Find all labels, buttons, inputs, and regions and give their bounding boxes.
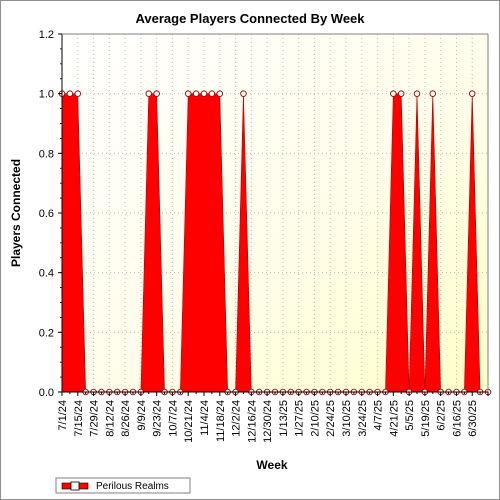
- data-point: [429, 90, 437, 97]
- x-tick-label: 7/15/24: [73, 400, 85, 437]
- data-point: [208, 90, 216, 97]
- x-tick-label: 4/21/25: [388, 400, 400, 437]
- x-tick-label: 12/2/24: [231, 400, 243, 437]
- x-tick-label: 3/24/25: [357, 400, 369, 437]
- x-tick-label: 5/5/25: [404, 400, 416, 431]
- data-point: [200, 90, 208, 97]
- x-tick-label: 2/10/25: [309, 400, 321, 437]
- data-point: [145, 90, 153, 97]
- x-tick-label: 10/21/24: [183, 400, 195, 443]
- x-tick-label: 11/4/24: [199, 400, 211, 436]
- x-axis: 7/1/24 7/15/24 7/29/24 8/12/24 8/26/24 9/9/24…: [57, 391, 489, 443]
- x-tick-label: 9/9/24: [136, 400, 148, 431]
- x-tick-label: 3/10/25: [341, 400, 353, 437]
- x-tick-label: 6/2/25: [436, 400, 448, 431]
- y-axis-label: Players Connected: [9, 159, 23, 267]
- x-tick-label: 8/12/24: [104, 400, 116, 437]
- x-tick-label: 2/24/25: [325, 400, 337, 437]
- y-tick-label: 0.2: [39, 327, 54, 339]
- data-point: [397, 90, 405, 97]
- x-tick-label: 1/13/25: [278, 400, 290, 437]
- x-tick-label: 10/7/24: [167, 400, 179, 437]
- y-tick-label: 0.6: [39, 208, 54, 220]
- x-tick-label: 1/27/25: [294, 400, 306, 437]
- chart-title: Average Players Connected By Week: [135, 11, 365, 26]
- data-point: [184, 90, 192, 97]
- x-tick-label: 11/18/24: [215, 400, 227, 442]
- legend-marker: [70, 481, 80, 491]
- y-tick-label: 0.4: [39, 268, 54, 280]
- data-point: [468, 90, 476, 97]
- legend-label: Perilous Realms: [96, 481, 169, 492]
- data-point: [240, 90, 247, 97]
- data-point: [74, 90, 82, 97]
- data-point: [153, 90, 160, 97]
- x-tick-label: 8/26/24: [120, 400, 132, 437]
- x-tick-label: 4/7/25: [373, 400, 385, 431]
- y-tick-label: 1.0: [39, 89, 54, 101]
- x-tick-label: 12/30/24: [262, 400, 274, 443]
- x-tick-label: 6/16/25: [451, 400, 463, 437]
- y-axis: 0.0 0.2 0.4 0.6 0.8 1.0 1.2: [39, 29, 489, 399]
- data-point: [192, 90, 200, 97]
- data-point: [413, 90, 421, 97]
- x-tick-label: 7/29/24: [89, 400, 101, 437]
- x-tick-label: 7/1/24: [57, 400, 69, 431]
- x-tick-label: 5/19/25: [420, 400, 432, 437]
- x-tick-label: 6/30/25: [467, 400, 479, 437]
- x-axis-label: Week: [256, 458, 287, 472]
- legend-box: [55, 477, 191, 494]
- x-tick-label: 12/16/24: [246, 400, 258, 443]
- legend: Perilous Realms: [55, 477, 191, 494]
- y-tick-label: 0.0: [39, 387, 54, 399]
- x-tick-label: 9/23/24: [152, 400, 164, 437]
- y-tick-label: 0.8: [39, 148, 54, 160]
- data-point: [216, 90, 224, 97]
- data-point: [390, 90, 397, 97]
- data-point: [66, 90, 74, 97]
- y-tick-label: 1.2: [39, 29, 54, 41]
